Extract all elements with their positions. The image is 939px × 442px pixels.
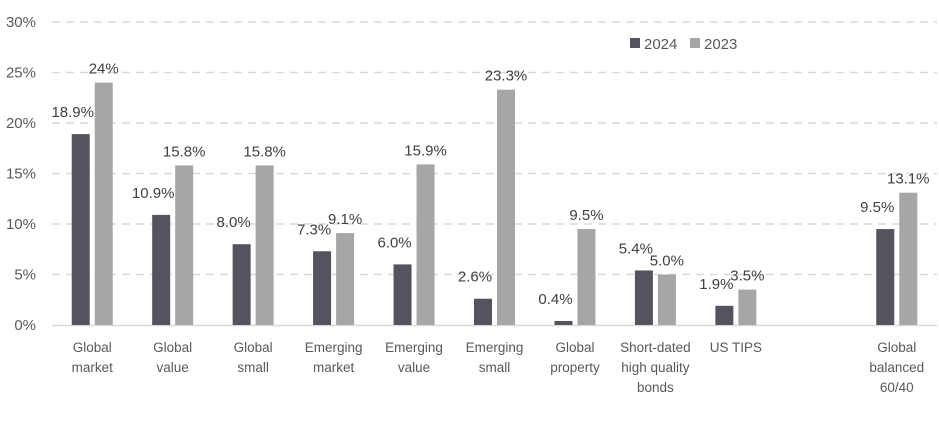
y-tick-label: 10% bbox=[6, 216, 36, 233]
category-label: market bbox=[72, 360, 114, 375]
category-label: property bbox=[550, 360, 600, 375]
bar-2023 bbox=[94, 82, 113, 325]
data-label-2023: 15.8% bbox=[163, 143, 206, 160]
data-label-2023: 9.1% bbox=[328, 211, 362, 228]
category-label: Global bbox=[555, 340, 594, 355]
legend: 2024 2023 bbox=[630, 36, 737, 53]
data-label-2024: 9.5% bbox=[860, 199, 894, 216]
data-label-2024: 18.9% bbox=[51, 104, 94, 121]
bar-2023 bbox=[255, 165, 274, 325]
data-label-2023: 13.1% bbox=[887, 171, 930, 188]
category-label: US TIPS bbox=[710, 340, 762, 355]
category-label: balanced bbox=[869, 360, 924, 375]
data-labels: 18.9% 10.9% 8.0% 7.3% 6.0% 2.6% 0.4% 5.4% 1.9% 9.… bbox=[51, 61, 929, 308]
bar-2024 bbox=[313, 251, 332, 325]
bar-2024 bbox=[634, 270, 653, 325]
data-label-2024: 1.9% bbox=[699, 276, 733, 293]
category-label: Emerging bbox=[305, 340, 363, 355]
data-label-2024: 6.0% bbox=[377, 234, 411, 251]
bar-2024 bbox=[152, 214, 171, 325]
data-label-2023: 24% bbox=[89, 61, 119, 78]
x-axis: Global market Global value Global small Emergi… bbox=[72, 340, 925, 395]
y-tick-label: 5% bbox=[14, 267, 36, 284]
y-axis: 0% 5% 10% 15% 20% 25% 30% bbox=[6, 14, 36, 334]
category-label: value bbox=[157, 360, 189, 375]
category-label: market bbox=[313, 360, 355, 375]
category-label: value bbox=[398, 360, 430, 375]
data-label-2023: 9.5% bbox=[569, 207, 603, 224]
bar-2024 bbox=[554, 320, 573, 325]
y-tick-label: 30% bbox=[6, 14, 36, 31]
bar-2023 bbox=[336, 233, 355, 325]
bar-2024 bbox=[715, 305, 734, 325]
data-label-2023: 23.3% bbox=[485, 68, 528, 85]
data-label-2024: 8.0% bbox=[217, 214, 251, 231]
data-label-2023: 3.5% bbox=[730, 268, 764, 285]
category-label: Global bbox=[234, 340, 273, 355]
data-label-2024: 10.9% bbox=[132, 185, 175, 202]
data-label-2024: 0.4% bbox=[538, 291, 572, 308]
bar-2024 bbox=[393, 264, 412, 325]
legend-label-2024: 2024 bbox=[644, 36, 677, 53]
data-label-2023: 15.9% bbox=[404, 142, 447, 159]
data-label-2024: 7.3% bbox=[297, 221, 331, 238]
category-label: Emerging bbox=[385, 340, 443, 355]
bar-2023 bbox=[657, 274, 676, 325]
category-label: Global bbox=[73, 340, 112, 355]
bar-2023 bbox=[577, 229, 596, 325]
bar-2023 bbox=[497, 89, 515, 325]
category-label: Short-dated bbox=[620, 340, 691, 355]
data-label-2023: 5.0% bbox=[650, 253, 684, 270]
bar-2024 bbox=[474, 298, 492, 325]
bar-2023 bbox=[899, 192, 918, 325]
category-label: high quality bbox=[621, 360, 690, 375]
data-label-2024: 2.6% bbox=[458, 269, 492, 286]
y-tick-label: 15% bbox=[6, 166, 36, 183]
bar-2023 bbox=[416, 164, 435, 325]
legend-swatch-2024 bbox=[630, 38, 640, 48]
legend-swatch-2023 bbox=[690, 38, 700, 48]
bar-2024 bbox=[876, 229, 895, 325]
gridlines bbox=[52, 21, 937, 327]
bars bbox=[71, 82, 918, 325]
bar-2023 bbox=[738, 289, 757, 325]
y-tick-label: 25% bbox=[6, 65, 36, 82]
legend-label-2023: 2023 bbox=[704, 36, 737, 53]
y-tick-label: 0% bbox=[14, 317, 36, 334]
bar-2024 bbox=[71, 134, 90, 325]
category-label: small bbox=[479, 360, 511, 375]
data-label-2024: 5.4% bbox=[619, 240, 653, 257]
bar-2023 bbox=[175, 165, 194, 325]
category-label: bonds bbox=[637, 380, 674, 395]
category-label: Emerging bbox=[466, 340, 524, 355]
data-label-2023: 15.8% bbox=[243, 143, 286, 160]
category-label: Global bbox=[153, 340, 192, 355]
bar-2024 bbox=[232, 244, 251, 325]
y-tick-label: 20% bbox=[6, 115, 36, 132]
category-label: Global bbox=[877, 340, 916, 355]
category-label: 60/40 bbox=[880, 380, 914, 395]
category-label: small bbox=[237, 360, 269, 375]
